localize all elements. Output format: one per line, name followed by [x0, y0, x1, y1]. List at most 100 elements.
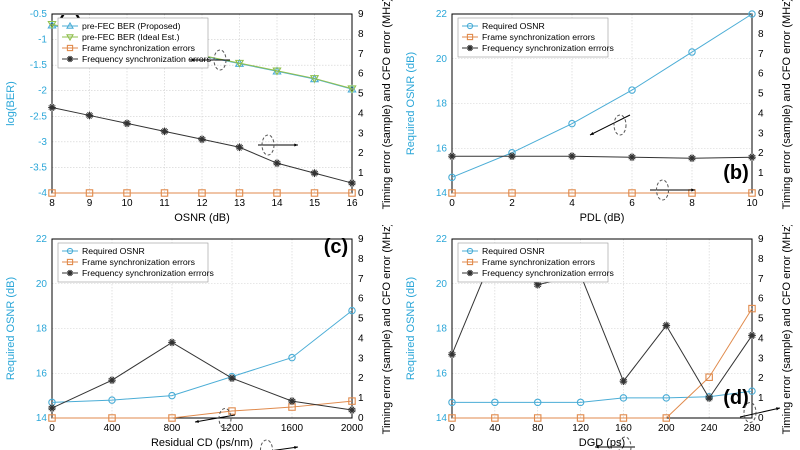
- svg-text:Frame synchronization errors: Frame synchronization errors: [82, 43, 196, 53]
- svg-text:Required OSNR: Required OSNR: [482, 246, 545, 256]
- svg-text:9: 9: [358, 234, 364, 245]
- svg-text:400: 400: [104, 423, 121, 434]
- svg-text:7: 7: [758, 274, 764, 285]
- svg-text:5: 5: [758, 89, 764, 100]
- svg-text:20: 20: [36, 279, 48, 290]
- svg-text:16: 16: [346, 198, 358, 209]
- svg-text:0: 0: [758, 413, 764, 424]
- svg-text:-1: -1: [38, 35, 47, 46]
- svg-text:2: 2: [358, 148, 364, 159]
- panel-label: (c): [324, 236, 348, 258]
- svg-text:4: 4: [358, 333, 364, 344]
- svg-text:20: 20: [436, 279, 448, 290]
- svg-text:0: 0: [49, 423, 55, 434]
- svg-text:pre-FEC BER (Proposed): pre-FEC BER (Proposed): [82, 21, 181, 31]
- svg-text:3: 3: [758, 353, 764, 364]
- y-left-axis-label: Required OSNR (dB): [5, 277, 17, 380]
- svg-text:0: 0: [358, 413, 364, 424]
- y-left-axis-label: Required OSNR (dB): [405, 277, 417, 380]
- svg-text:14: 14: [271, 198, 283, 209]
- svg-text:9: 9: [758, 9, 764, 20]
- svg-text:-2: -2: [38, 86, 47, 97]
- y-left-axis-label: log(BER): [5, 81, 17, 126]
- svg-text:8: 8: [358, 29, 364, 40]
- svg-text:4: 4: [758, 333, 764, 344]
- svg-text:pre-FEC BER (Ideal Est.): pre-FEC BER (Ideal Est.): [82, 32, 180, 42]
- panel-label: (d): [723, 387, 749, 409]
- svg-text:14: 14: [436, 413, 448, 424]
- x-axis-label: Residual CD (ps/nm): [151, 437, 253, 449]
- svg-text:Frequency synchronization erro: Frequency synchronization errors: [82, 54, 212, 64]
- svg-text:4: 4: [758, 108, 764, 119]
- svg-text:0: 0: [449, 423, 455, 434]
- chart-grid: 8 9 10 11 12 13 14 15 16 OSNR (dB) -4 -3.5 -3 -2.5 -2-…: [0, 0, 800, 450]
- svg-text:14: 14: [436, 188, 448, 199]
- svg-text:Required OSNR: Required OSNR: [482, 21, 545, 31]
- svg-text:6: 6: [758, 294, 764, 305]
- svg-text:3: 3: [758, 128, 764, 139]
- svg-text:2: 2: [758, 373, 764, 384]
- svg-text:-1.5: -1.5: [30, 60, 48, 71]
- svg-text:12: 12: [196, 198, 208, 209]
- svg-text:11: 11: [159, 198, 170, 209]
- svg-text:15: 15: [309, 198, 321, 209]
- svg-text:1: 1: [358, 393, 364, 404]
- x-axis-label: OSNR (dB): [174, 212, 230, 224]
- svg-text:3: 3: [358, 128, 364, 139]
- svg-text:8: 8: [689, 198, 695, 209]
- panel-label: (b): [723, 162, 749, 184]
- svg-text:9: 9: [358, 9, 364, 20]
- svg-text:9: 9: [758, 234, 764, 245]
- svg-text:7: 7: [358, 274, 364, 285]
- svg-text:18: 18: [436, 99, 448, 110]
- svg-text:240: 240: [701, 423, 718, 434]
- y-right-axis-label: Timing error (sample) and CFO error (MHz…: [781, 0, 793, 209]
- svg-text:Frame synchronization errors: Frame synchronization errors: [482, 257, 596, 267]
- svg-text:16: 16: [436, 368, 448, 379]
- svg-text:10: 10: [746, 198, 758, 209]
- svg-text:-0.5: -0.5: [30, 9, 48, 20]
- svg-text:13: 13: [234, 198, 246, 209]
- svg-text:Required OSNR: Required OSNR: [82, 246, 145, 256]
- svg-text:1200: 1200: [221, 423, 244, 434]
- svg-text:7: 7: [758, 49, 764, 60]
- svg-text:120: 120: [572, 423, 589, 434]
- chart-panel-a: 8 9 10 11 12 13 14 15 16 OSNR (dB) -4 -3.5 -3 -2.5 -2-…: [0, 0, 400, 225]
- svg-text:3: 3: [358, 353, 364, 364]
- svg-text:22: 22: [436, 9, 448, 20]
- y-right-axis-label: Timing error (sample) and CFO error (MHz…: [381, 0, 393, 209]
- svg-text:6: 6: [358, 294, 364, 305]
- svg-text:8: 8: [49, 198, 55, 209]
- svg-text:1600: 1600: [281, 423, 304, 434]
- svg-text:0: 0: [358, 188, 364, 199]
- y-right-axis-label: Timing error (sample) and CFO error (MHz…: [381, 225, 393, 434]
- svg-text:40: 40: [489, 423, 501, 434]
- svg-text:2: 2: [509, 198, 515, 209]
- svg-text:-3: -3: [38, 137, 47, 148]
- svg-text:22: 22: [36, 234, 48, 245]
- y-left-axis-label: Required OSNR (dB): [405, 52, 417, 155]
- svg-text:0: 0: [449, 198, 455, 209]
- svg-text:2000: 2000: [341, 423, 364, 434]
- svg-text:2: 2: [358, 373, 364, 384]
- chart-panel-c: 0 400 800 1200 1600 2000 Residual CD (ps/nm) 14…: [0, 225, 400, 450]
- svg-text:4: 4: [569, 198, 575, 209]
- svg-text:9: 9: [87, 198, 93, 209]
- svg-text:5: 5: [358, 89, 364, 100]
- svg-text:5: 5: [758, 314, 764, 325]
- svg-text:8: 8: [358, 254, 364, 265]
- svg-text:14: 14: [36, 413, 48, 424]
- svg-text:7: 7: [358, 49, 364, 60]
- svg-text:6: 6: [758, 69, 764, 80]
- svg-text:800: 800: [164, 423, 181, 434]
- svg-text:-4: -4: [38, 188, 47, 199]
- svg-text:Frame synchronization errors: Frame synchronization errors: [82, 257, 196, 267]
- svg-text:1: 1: [758, 168, 764, 179]
- svg-text:4: 4: [358, 108, 364, 119]
- chart-panel-b: 0 2 4 6 8 10 PDL (dB) 14 16 18 20 22 Required OSNR (…: [400, 0, 800, 225]
- svg-text:20: 20: [436, 54, 448, 65]
- svg-text:16: 16: [36, 368, 48, 379]
- svg-text:0: 0: [758, 188, 764, 199]
- svg-text:160: 160: [615, 423, 632, 434]
- svg-text:200: 200: [658, 423, 675, 434]
